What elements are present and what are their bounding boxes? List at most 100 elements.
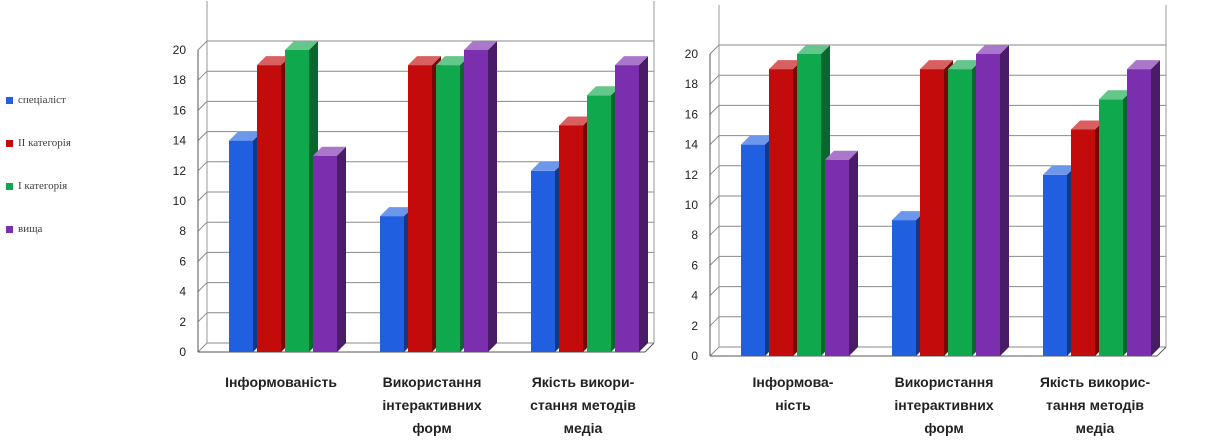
x-category-label: медіа [564,420,603,436]
x-category-label: інтерактивних [894,397,993,413]
gridline-side [709,316,720,327]
gridline-side [197,161,208,172]
bar-top [797,45,830,54]
bar-side [849,150,858,356]
bar [313,155,337,352]
legend-label: І категорія [18,180,68,192]
y-tick-label: 6 [691,258,698,272]
legend-label: ІІ категорія [18,137,71,149]
bar [436,65,460,352]
gridline-side [197,191,208,202]
bar [920,69,944,356]
gridline-side [197,40,208,51]
y-tick-label: 16 [685,107,699,121]
bar-top [976,45,1009,54]
bar [408,65,432,352]
x-category-label: Використання [895,374,994,390]
y-tick-label: 14 [173,134,187,148]
legend-label: спеціаліст [18,94,66,106]
x-category-label: ність [775,397,811,413]
y-tick-label: 20 [685,47,699,61]
bar [257,65,281,352]
bar-top [559,116,592,126]
legend-label: вища [18,223,43,235]
legend-swatch [6,139,13,147]
bar-top [285,41,318,50]
bar [464,50,488,352]
gridline-side [197,221,208,232]
bar [741,144,765,356]
bar [825,159,849,356]
gridline-side [197,282,208,292]
x-category-label: Використання [383,374,482,390]
gridline-side [709,44,720,55]
bar-top [257,56,290,66]
floor-edge [644,342,655,353]
bar-side [1151,60,1160,356]
bar-top [892,211,925,221]
bar-top [408,56,441,66]
bar [1043,174,1067,356]
bar-top [948,60,981,70]
bar [1127,69,1151,356]
y-tick-label: 8 [691,228,698,242]
bar-top [1071,120,1104,130]
gridline-side [197,312,208,323]
gridline-side [197,252,208,262]
y-tick-label: 12 [173,164,187,178]
y-tick-label: 4 [179,285,186,299]
gridline-side [197,342,208,353]
bar [797,54,821,356]
gridline-side [709,165,720,176]
gridline-side [709,346,720,357]
bar-top [1127,60,1160,70]
bar [976,54,1000,356]
bar-top [920,60,953,70]
bar-top [1099,90,1132,100]
y-tick-label: 16 [173,103,187,117]
gridline-side [197,101,208,111]
x-category-label: Інформованість [225,374,337,390]
y-tick-label: 0 [179,345,186,359]
y-tick-label: 8 [179,224,186,238]
x-category-label: Якість викори- [532,374,635,390]
bar [229,140,253,352]
bar [587,95,611,353]
bar [769,69,793,356]
bar-side [337,146,346,352]
bar [948,69,972,356]
gridline-side [709,195,720,206]
y-tick-label: 2 [691,319,698,333]
x-category-label: форм [412,420,451,436]
x-category-label: медіа [1076,420,1115,436]
gridline-side [709,286,720,296]
bar [559,125,583,352]
bar-top [380,207,413,217]
bar [615,65,639,352]
bar [1071,129,1095,356]
y-tick-label: 14 [685,138,699,152]
y-tick-label: 12 [685,168,699,182]
legend-swatch [6,225,13,233]
bar [380,216,404,352]
bar-top [531,161,564,171]
legend-item: вища [6,219,156,239]
x-category-label: Якість викорис- [1040,374,1151,390]
x-category-label: Інформова- [753,374,834,390]
gridline-side [709,74,720,85]
y-tick-label: 18 [685,77,699,91]
legend-item: спеціаліст [6,90,156,110]
y-tick-label: 4 [691,289,698,303]
bar-top [229,131,262,141]
gridline-side [709,256,720,266]
legend: спеціаліст ІІ категорія І категорія вища [6,90,156,262]
bar [1099,99,1123,357]
bar-top [1043,165,1076,175]
gridline-side [197,131,208,141]
bar-top [769,60,802,70]
legend-item: ІІ категорія [6,133,156,153]
legend-item: І категорія [6,176,156,196]
y-tick-label: 6 [179,254,186,268]
bar [531,170,555,352]
